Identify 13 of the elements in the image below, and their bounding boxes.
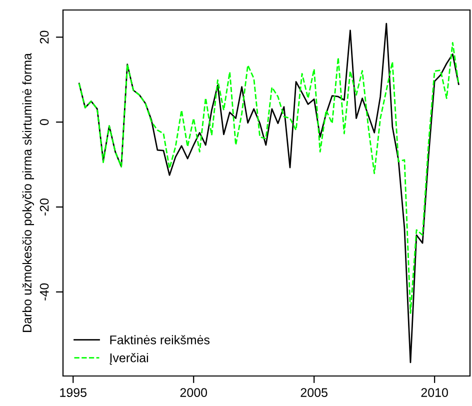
x-tick-label: 2005 xyxy=(300,388,328,397)
x-tick-label: 2010 xyxy=(421,388,448,397)
y-tick-label: -40 xyxy=(40,283,49,300)
y-tick-label: 0 xyxy=(40,119,49,126)
y-tick-label: 20 xyxy=(40,30,49,44)
x-tick-label: 2000 xyxy=(180,388,208,397)
legend-label: Faktinės reikšmės xyxy=(110,335,210,344)
y-axis-title: Darbo užmokesčio pokyčio pirma skirtuminė forma xyxy=(22,53,34,332)
x-tick-label: 1995 xyxy=(60,388,86,397)
y-tick-label: -20 xyxy=(40,198,49,216)
line-series xyxy=(78,42,460,314)
line-series xyxy=(78,22,460,364)
legend-label: Įverčiai xyxy=(110,353,148,365)
